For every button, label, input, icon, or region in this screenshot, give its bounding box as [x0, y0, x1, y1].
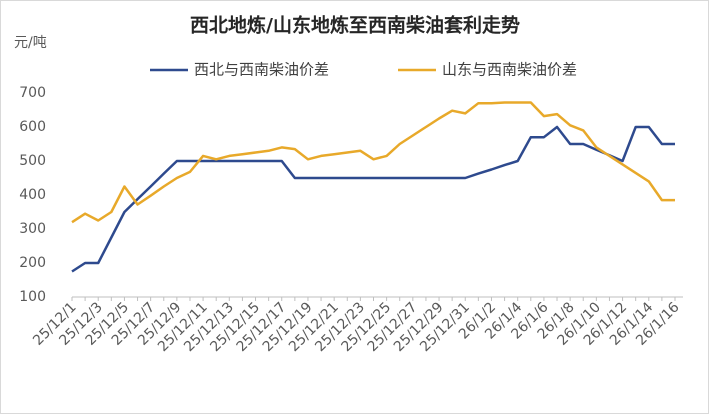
- legend-label: 西北与西南柴油价差: [194, 61, 329, 79]
- y-tick-label: 100: [19, 289, 46, 305]
- y-tick-label: 500: [19, 153, 46, 169]
- series-line: [71, 101, 675, 224]
- y-tick-label: 400: [19, 187, 46, 203]
- y-tick-label: 200: [19, 255, 46, 271]
- y-tick-label: 300: [19, 221, 46, 237]
- y-tick-label: 600: [19, 119, 46, 135]
- series-line: [71, 125, 675, 273]
- y-tick-label: 700: [19, 85, 46, 101]
- legend-label: 山东与西南柴油价差: [442, 61, 577, 79]
- y-axis-label: 元/吨: [14, 35, 47, 51]
- chart-title: 西北地炼/山东地炼至西南柴油套利走势: [190, 14, 520, 37]
